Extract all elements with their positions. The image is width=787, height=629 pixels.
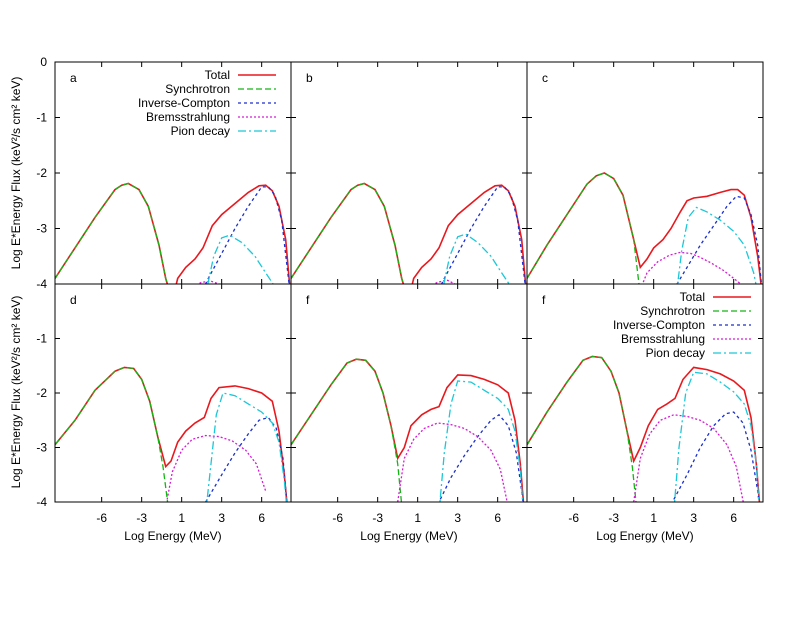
panel-label: c [542,71,548,85]
y-axis-label-row-2: Log E*Energy Flux (keV²/s cm² keV) [9,296,23,489]
legend-label: Synchrotron [640,304,705,318]
series-synchrotron [291,182,405,284]
x-tick-label: -3 [136,511,147,525]
panel-frame [54,283,292,503]
legend-label: Synchrotron [165,82,230,96]
panel-3 [527,172,763,284]
series-inverse-compton [205,416,288,502]
y-tick-label: 0 [40,55,47,69]
series-synchrotron [55,366,169,502]
x-tick-label: -3 [372,511,383,525]
series-pion-decay [207,234,274,284]
legend-label: Pion decay [646,346,705,360]
legend: TotalSynchrotronInverse-ComptonBremsstra… [138,68,276,138]
panel-frame [526,61,764,285]
panel-6 [527,355,761,502]
legend-label: Pion decay [171,124,230,138]
legend-label: Total [680,290,705,304]
y-tick-label: -3 [36,222,47,236]
x-tick-label: 6 [730,511,737,525]
series-synchrotron [291,358,403,502]
x-tick-label: -6 [568,511,579,525]
panel-frame [290,61,528,285]
series-total [55,366,288,502]
series-pion-decay [206,392,287,502]
series-inverse-compton [438,413,524,502]
x-axis-label-col-1: Log Energy (MeV) [124,529,221,543]
series-pion-decay [443,233,510,284]
series-bremsstrahlung [166,434,267,502]
series-total [527,355,761,502]
y-tick-label: -3 [36,441,47,455]
series-inverse-compton [440,186,526,284]
x-axis-label-col-3: Log Energy (MeV) [596,529,693,543]
series-bremsstrahlung [633,414,744,502]
series-synchrotron [527,355,637,502]
x-tick-label: 3 [454,511,461,525]
x-tick-label: 6 [494,511,501,525]
panel-label: f [306,293,310,307]
series-pion-decay [439,380,524,502]
y-tick-label: -2 [36,386,47,400]
series-bremsstrahlung [196,280,221,284]
legend: TotalSynchrotronInverse-ComptonBremsstra… [613,290,751,360]
panel-label: a [70,71,77,85]
legend-label: Inverse-Compton [138,96,230,110]
panel-1 [55,182,291,284]
x-tick-label: 3 [218,511,225,525]
panel-5 [291,358,525,502]
x-tick-label: 1 [178,511,185,525]
y-tick-label: -4 [36,495,47,509]
series-synchrotron [55,182,169,284]
series-inverse-compton [204,186,290,284]
legend-label: Inverse-Compton [613,318,705,332]
x-tick-label: 6 [258,511,265,525]
y-tick-label: -1 [36,332,47,346]
y-tick-label: -1 [36,111,47,125]
y-axis-label-row-1: Log E*Energy Flux (keV²/s cm² keV) [9,77,23,270]
panel-4 [55,366,288,502]
y-tick-label: -2 [36,166,47,180]
series-inverse-compton [671,411,760,502]
series-total [291,182,527,284]
series-synchrotron [527,172,640,284]
x-tick-label: 3 [690,511,697,525]
panel-2 [291,182,527,284]
series-total [55,182,291,284]
series-bremsstrahlung [641,251,742,284]
x-tick-label: -6 [332,511,343,525]
series-inverse-compton [676,195,763,284]
panel-label: b [306,71,313,85]
x-axis-label-col-2: Log Energy (MeV) [360,529,457,543]
x-tick-label: -3 [608,511,619,525]
x-tick-label: 1 [650,511,657,525]
x-tick-label: 1 [414,511,421,525]
legend-label: Bremsstrahlung [621,332,705,346]
legend-label: Bremsstrahlung [146,110,230,124]
legend-label: Total [205,68,230,82]
x-tick-label: -6 [96,511,107,525]
series-bremsstrahlung [397,422,508,502]
series-total [527,172,762,284]
series-total [291,358,525,502]
y-tick-label: -4 [36,277,47,291]
series-pion-decay [673,371,760,502]
panel-label: f [542,293,546,307]
panel-label: d [70,293,77,307]
